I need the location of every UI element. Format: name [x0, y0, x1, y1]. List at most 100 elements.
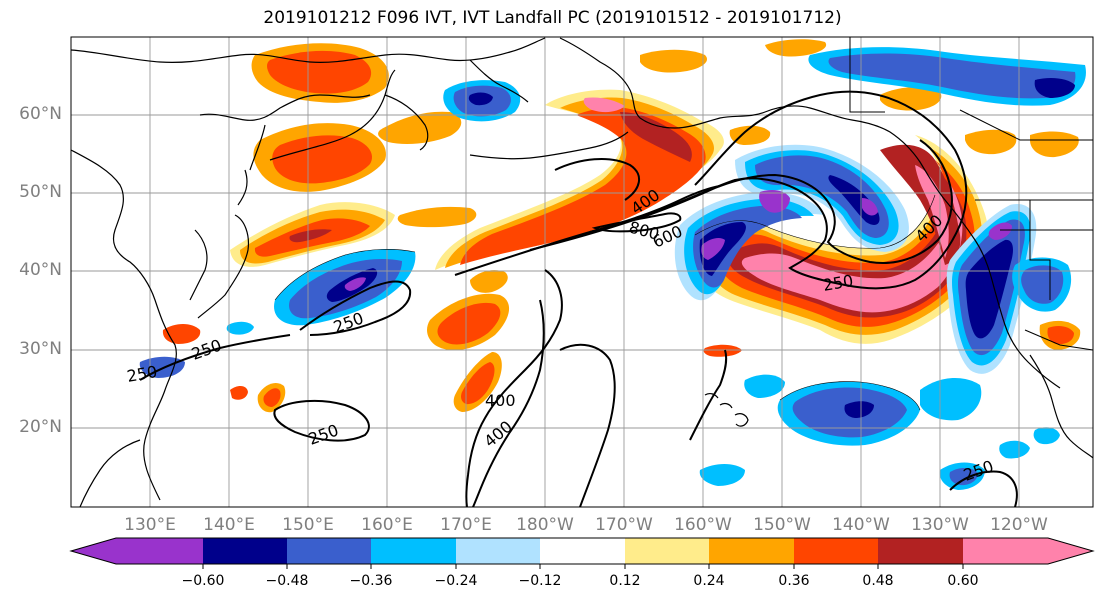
central-pac-pos-2-inner — [461, 362, 495, 405]
nw-band-4 — [620, 112, 692, 162]
lon-label-130e: 130°E — [124, 515, 176, 535]
nw-band-core — [583, 97, 625, 113]
colorbar-cell-0 — [116, 538, 203, 564]
bering-neg-core — [468, 92, 493, 106]
border-alaska-canada — [849, 37, 885, 113]
coast-okhotsk — [199, 94, 371, 121]
colorbar-label: 0.60 — [947, 573, 979, 589]
coast-hawaii — [704, 392, 749, 427]
lon-label-180w: 180°W — [516, 515, 574, 535]
contour-label-400-c: 400 — [485, 391, 516, 410]
border-canada-prov — [959, 109, 1093, 141]
coast-japan — [197, 169, 250, 319]
lon-label-140e: 140°E — [203, 515, 255, 535]
lon-label-150w: 150°W — [753, 515, 811, 535]
map-title: 2019101212 F096 IVT, IVT Landfall PC (20… — [263, 8, 842, 28]
political-boundaries — [849, 37, 1094, 351]
colorbar-outline — [69, 537, 1095, 565]
arctic-pos — [765, 39, 827, 57]
ar-pos-core — [741, 180, 963, 313]
coast-kurils-kamchatka — [269, 69, 429, 161]
colorbar-cell-5 — [540, 538, 625, 564]
contour-800 — [591, 212, 682, 233]
lat-label-40n: 40°N — [19, 260, 62, 280]
upper-swirl-neg-core-2 — [862, 198, 878, 216]
coast-mexico-baja — [1029, 354, 1093, 459]
arctic-neg-inner — [828, 53, 1076, 99]
contour-400-south — [472, 299, 545, 507]
lon-label-140w: 140°W — [832, 515, 890, 535]
subtrop-pos-3 — [230, 386, 248, 400]
lon-label-130w: 130°W — [911, 515, 969, 535]
lon-label-160e: 160°E — [361, 515, 413, 535]
lat-label-20n: 20°N — [19, 417, 62, 437]
subtrop-pos-1-inner — [263, 388, 281, 407]
ivt-fill-regions — [139, 39, 1086, 490]
swirl-neg-core — [701, 237, 725, 260]
colorbar-cell-10 — [963, 538, 1048, 564]
contour-250-hawaii — [689, 349, 728, 441]
coast-siberia-north — [71, 37, 546, 63]
lat-label-50n: 50°N — [19, 182, 62, 202]
colorbar-label: 0.48 — [862, 573, 894, 589]
central-pac-pos-3 — [470, 270, 508, 293]
kamchatka-pos — [397, 206, 477, 228]
bering-pos — [378, 111, 462, 144]
interior-neg-inner — [1021, 265, 1064, 304]
colorbar-label: −0.24 — [434, 573, 478, 589]
subtrop-neg-6 — [699, 464, 745, 486]
colorbar-label: 0.24 — [693, 573, 725, 589]
subtrop-neg-5 — [999, 440, 1030, 459]
swirl-neg-4 — [699, 222, 746, 276]
nwpac-neg-4 — [344, 277, 366, 291]
lon-label-160w: 160°W — [674, 515, 732, 535]
siberia-pos-inner — [267, 50, 372, 94]
lon-label-120w: 120°W — [990, 515, 1048, 535]
swirl-neg-3 — [693, 205, 802, 288]
contour-250-north-loop — [554, 158, 640, 201]
colorbar-cell-8 — [794, 538, 878, 564]
subtrop-neg-3 — [744, 374, 785, 398]
colorbar-cell-1 — [203, 538, 287, 564]
colorbar-extend-high — [1048, 538, 1093, 564]
contour-250-subtrop-2 — [273, 399, 370, 442]
subtrop-neg-4-inner — [949, 467, 978, 486]
colorbar-cell-4 — [456, 538, 540, 564]
nw-band-3 — [460, 107, 706, 266]
thin-outline-nwpac — [274, 249, 416, 301]
coast-alaska — [559, 37, 1061, 389]
subtrop-pos-2 — [162, 324, 201, 344]
japan-pos-4 — [289, 229, 332, 243]
coastlines — [71, 37, 1093, 507]
contour-250-se — [949, 470, 1018, 507]
thin-outline-ar — [694, 194, 936, 249]
uswest-neg-core — [988, 222, 1012, 240]
subtrop-neg-2 — [920, 378, 982, 421]
coast-chukotka — [469, 59, 529, 103]
colorbar-extend-low — [71, 538, 116, 564]
lon-label-170e: 170°E — [440, 515, 492, 535]
colorbar-cell-7 — [709, 538, 794, 564]
lat-label-30n: 30°N — [19, 339, 62, 359]
mexico-pos-inner — [1047, 325, 1074, 345]
uswest-neg-4 — [965, 239, 1013, 339]
colorbar-label: −0.48 — [265, 573, 309, 589]
bc-pos — [965, 129, 1017, 155]
alaska-pos — [640, 49, 708, 73]
ivt-thin-outlines — [274, 194, 936, 411]
map-frame — [70, 36, 1094, 508]
contour-250-subtrop-1 — [139, 334, 291, 381]
colorbar-label: 0.36 — [778, 573, 810, 589]
coast-aleutians — [469, 131, 629, 160]
coast-asia — [71, 149, 177, 507]
hawaii-pos — [703, 344, 742, 357]
thin-outline-subtrop — [779, 381, 921, 411]
gulf-pos — [729, 125, 771, 145]
colorbar-cell-6 — [625, 538, 709, 564]
okhotsk-pos-inner — [272, 135, 372, 184]
lat-label-60n: 60°N — [19, 104, 62, 124]
lon-label-150e: 150°E — [282, 515, 334, 535]
colorbar-label: −0.12 — [518, 573, 562, 589]
colorbar-cell-3 — [371, 538, 456, 564]
